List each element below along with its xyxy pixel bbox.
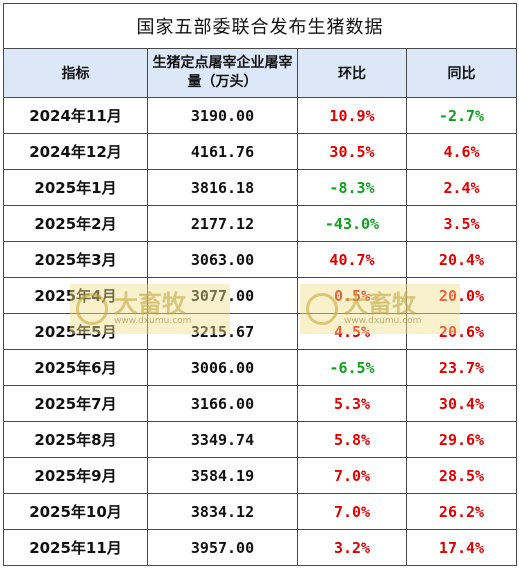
row-yoy: 3.5% bbox=[406, 205, 517, 242]
row-slaughter-volume: 4161.76 bbox=[147, 133, 298, 170]
table-row: 2025年2月 2177.12 -43.0% 3.5% bbox=[3, 205, 517, 242]
header-indicator: 指标 bbox=[3, 48, 148, 98]
row-mom: 40.7% bbox=[297, 241, 407, 278]
row-label: 2024年11月 bbox=[3, 97, 148, 134]
table-row: 2025年1月 3816.18 -8.3% 2.4% bbox=[3, 169, 517, 206]
row-mom: -6.5% bbox=[297, 349, 407, 386]
table-row: 2024年12月 4161.76 30.5% 4.6% bbox=[3, 133, 517, 170]
row-mom: -8.3% bbox=[297, 169, 407, 206]
row-yoy: 4.6% bbox=[406, 133, 517, 170]
pig-data-table: 国家五部委联合发布生猪数据 指标 生猪定点屠宰企业屠宰量（万头） 环比 同比 2… bbox=[3, 3, 517, 566]
row-slaughter-volume: 3063.00 bbox=[147, 241, 298, 278]
table-row: 2025年8月 3349.74 5.8% 29.6% bbox=[3, 421, 517, 458]
row-yoy: -2.7% bbox=[406, 97, 517, 134]
row-label: 2025年9月 bbox=[3, 457, 148, 494]
row-label: 2025年8月 bbox=[3, 421, 148, 458]
title-row: 国家五部委联合发布生猪数据 bbox=[3, 3, 517, 49]
header-slaughter-volume: 生猪定点屠宰企业屠宰量（万头） bbox=[147, 48, 298, 98]
table-row: 2025年5月 3215.67 4.5% 20.6% bbox=[3, 313, 517, 350]
row-label: 2025年6月 bbox=[3, 349, 148, 386]
row-mom: 0.5% bbox=[297, 277, 407, 314]
table-title: 国家五部委联合发布生猪数据 bbox=[3, 3, 517, 49]
row-label: 2024年12月 bbox=[3, 133, 148, 170]
row-yoy: 17.4% bbox=[406, 529, 517, 566]
row-slaughter-volume: 3166.00 bbox=[147, 385, 298, 422]
row-mom: 7.0% bbox=[297, 493, 407, 530]
row-slaughter-volume: 3816.18 bbox=[147, 169, 298, 206]
row-yoy: 20.0% bbox=[406, 277, 517, 314]
row-slaughter-volume: 3957.00 bbox=[147, 529, 298, 566]
row-mom: -43.0% bbox=[297, 205, 407, 242]
row-yoy: 30.4% bbox=[406, 385, 517, 422]
table-row: 2025年7月 3166.00 5.3% 30.4% bbox=[3, 385, 517, 422]
row-label: 2025年2月 bbox=[3, 205, 148, 242]
row-slaughter-volume: 3834.12 bbox=[147, 493, 298, 530]
row-mom: 7.0% bbox=[297, 457, 407, 494]
row-mom: 4.5% bbox=[297, 313, 407, 350]
row-label: 2025年3月 bbox=[3, 241, 148, 278]
row-slaughter-volume: 3584.19 bbox=[147, 457, 298, 494]
table-row: 2025年9月 3584.19 7.0% 28.5% bbox=[3, 457, 517, 494]
header-row: 指标 生猪定点屠宰企业屠宰量（万头） 环比 同比 bbox=[3, 48, 517, 98]
table-row: 2024年11月 3190.00 10.9% -2.7% bbox=[3, 97, 517, 134]
header-yoy: 同比 bbox=[406, 48, 517, 98]
row-slaughter-volume: 3215.67 bbox=[147, 313, 298, 350]
row-yoy: 28.5% bbox=[406, 457, 517, 494]
row-yoy: 29.6% bbox=[406, 421, 517, 458]
row-label: 2025年4月 bbox=[3, 277, 148, 314]
table-row: 2025年4月 3077.00 0.5% 20.0% bbox=[3, 277, 517, 314]
row-yoy: 20.4% bbox=[406, 241, 517, 278]
header-mom: 环比 bbox=[297, 48, 407, 98]
row-mom: 10.9% bbox=[297, 97, 407, 134]
table-row: 2025年11月 3957.00 3.2% 17.4% bbox=[3, 529, 517, 566]
table-row: 2025年3月 3063.00 40.7% 20.4% bbox=[3, 241, 517, 278]
row-slaughter-volume: 3006.00 bbox=[147, 349, 298, 386]
row-label: 2025年11月 bbox=[3, 529, 148, 566]
row-yoy: 23.7% bbox=[406, 349, 517, 386]
row-yoy: 26.2% bbox=[406, 493, 517, 530]
table-row: 2025年6月 3006.00 -6.5% 23.7% bbox=[3, 349, 517, 386]
row-label: 2025年1月 bbox=[3, 169, 148, 206]
row-slaughter-volume: 3077.00 bbox=[147, 277, 298, 314]
row-yoy: 2.4% bbox=[406, 169, 517, 206]
row-slaughter-volume: 2177.12 bbox=[147, 205, 298, 242]
row-mom: 5.3% bbox=[297, 385, 407, 422]
row-slaughter-volume: 3349.74 bbox=[147, 421, 298, 458]
row-label: 2025年7月 bbox=[3, 385, 148, 422]
row-mom: 3.2% bbox=[297, 529, 407, 566]
row-label: 2025年5月 bbox=[3, 313, 148, 350]
row-slaughter-volume: 3190.00 bbox=[147, 97, 298, 134]
row-label: 2025年10月 bbox=[3, 493, 148, 530]
table-row: 2025年10月 3834.12 7.0% 26.2% bbox=[3, 493, 517, 530]
row-mom: 5.8% bbox=[297, 421, 407, 458]
row-yoy: 20.6% bbox=[406, 313, 517, 350]
row-mom: 30.5% bbox=[297, 133, 407, 170]
